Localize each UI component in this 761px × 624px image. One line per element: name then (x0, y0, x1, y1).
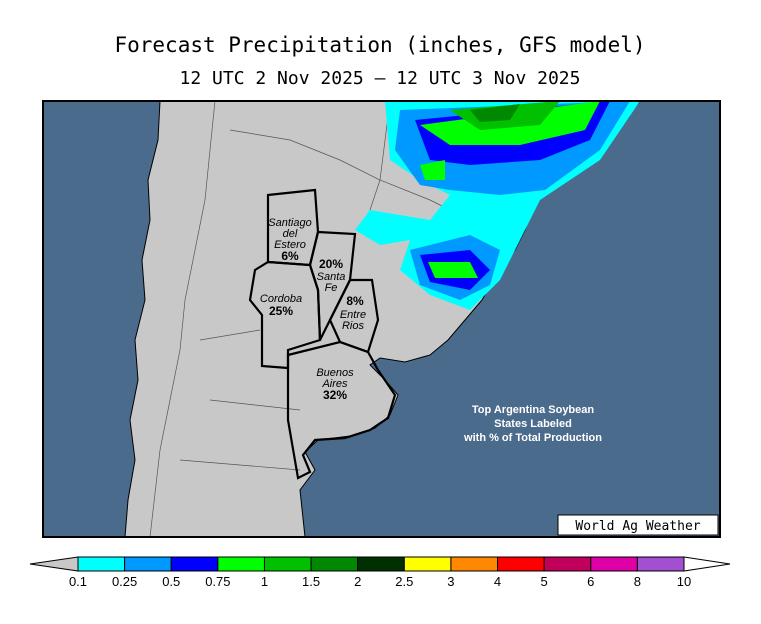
colorbar-tick-label: 2.5 (395, 574, 413, 589)
colorbar-bin (590, 556, 638, 572)
colorbar-tick-label: 0.5 (162, 574, 180, 589)
colorbar-high (683, 556, 731, 572)
colorbar-bin (403, 556, 452, 572)
colorbar-tick-label: 3 (447, 574, 454, 589)
colorbar-tick-label: 4 (494, 574, 501, 589)
colorbar-bin (357, 556, 405, 572)
state-name: Santiago (268, 217, 311, 229)
colorbar-bin (170, 556, 219, 572)
colorbar-bin (450, 556, 499, 572)
borders (149, 101, 521, 537)
colorbar-low (29, 556, 79, 572)
colorbar-tick-label: 6 (587, 574, 594, 589)
annotation: States Labeled (494, 418, 572, 430)
colorbar-bin (310, 556, 359, 572)
state-name: Fe (325, 282, 338, 294)
colorbar-bin (636, 556, 685, 572)
colorbar-tick-label: 0.25 (112, 574, 137, 589)
colorbar-tick-label: 1 (261, 574, 268, 589)
title: Forecast Precipitation (inches, GFS mode… (114, 33, 645, 57)
colorbar: 0.1 0.25 0.5 0.75 1 1.5 2 2.5 3 4 5 6 8 10 (29, 556, 731, 589)
state-share: 20% (319, 257, 343, 271)
colorbar-bin (124, 556, 172, 572)
state-share: 6% (281, 249, 299, 263)
colorbar-tick-label: 0.1 (69, 574, 87, 589)
colorbar-bin (543, 556, 592, 572)
state-name: Estero (274, 239, 306, 251)
colorbar-tick-label: 1.5 (302, 574, 320, 589)
state-name: Santa (317, 271, 346, 283)
credit: World Ag Weather (575, 519, 700, 534)
state-name: Aires (321, 378, 348, 390)
map: Santiago del Estero 6% 20% Santa Fe Cord… (43, 101, 720, 537)
map-frame (42, 100, 721, 538)
state-share: 32% (323, 388, 347, 402)
state-name: Buenos (316, 367, 354, 379)
state-share: 25% (269, 304, 293, 318)
colorbar-tick-label: 10 (677, 574, 691, 589)
state-name: Cordoba (260, 293, 302, 305)
state-name: Entre (340, 309, 366, 321)
colorbar-bin (77, 556, 126, 572)
state-name: del (283, 228, 298, 240)
annotation: Top Argentina Soybean (472, 404, 595, 416)
annotation: with % of Total Production (463, 432, 602, 444)
colorbar-tick-label: 0.75 (205, 574, 230, 589)
colorbar-bin (497, 556, 545, 572)
credit-box (557, 514, 719, 536)
subtitle: 12 UTC 2 Nov 2025 — 12 UTC 3 Nov 2025 (180, 68, 581, 89)
colorbar-tick-label: 8 (634, 574, 641, 589)
colorbar-bin (263, 556, 312, 572)
precipitation (355, 101, 640, 310)
colorbar-bin (217, 556, 265, 572)
colorbar-tick-label: 2 (354, 574, 361, 589)
colorbar-tick-label: 5 (541, 574, 548, 589)
state-share: 8% (346, 294, 364, 308)
state-name: Rios (342, 320, 365, 332)
soybean-states (248, 188, 397, 480)
